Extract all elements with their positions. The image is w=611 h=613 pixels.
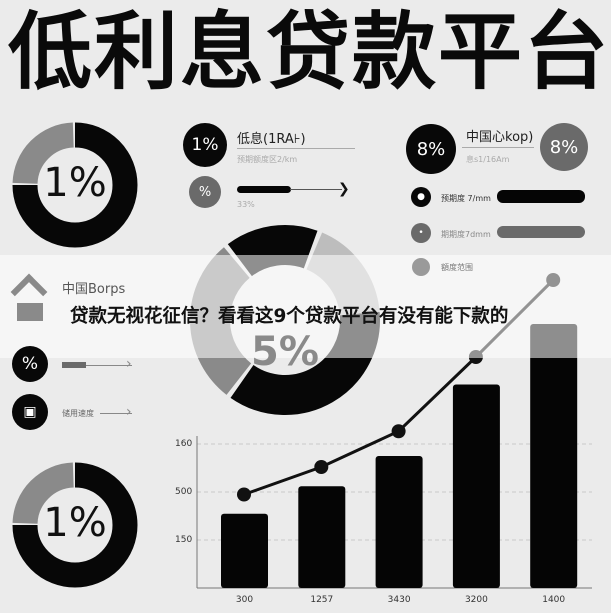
- percent-badge-left: %: [12, 346, 48, 382]
- row-text: 額度范围: [441, 263, 473, 272]
- rate-badge: 1%: [183, 123, 227, 167]
- clock-icon: ●: [411, 187, 431, 207]
- bar: [530, 324, 578, 588]
- donut-segment: [12, 122, 138, 248]
- rate-badge-gray: 8%: [540, 123, 588, 171]
- progress-bar: [237, 186, 291, 193]
- trend-point: [314, 460, 329, 474]
- bar: [452, 384, 500, 588]
- info-icon: •: [411, 223, 431, 243]
- y-tick-label: 500: [175, 487, 193, 497]
- region-label: 中国心kop): [466, 130, 534, 145]
- donut-segment: [12, 462, 75, 525]
- percent-badge: %: [189, 176, 221, 208]
- trend-point: [237, 487, 251, 502]
- bar: [375, 456, 423, 588]
- divider: [237, 148, 355, 149]
- monitor-icon: ▣: [12, 394, 48, 430]
- rate-sub: 预期额度区2/km: [237, 155, 298, 164]
- banner-headline[interactable]: 贷款无视花征信？看看这9个贷款平台有没有能下款的: [70, 306, 509, 327]
- arrow-line: [86, 365, 132, 366]
- x-tick-label: 300: [235, 595, 254, 605]
- y-tick-label: 150: [175, 535, 193, 545]
- arrow-icon: ❯: [338, 181, 350, 197]
- dot-icon: [412, 258, 430, 276]
- divider: [462, 147, 534, 148]
- left-label: 中国Borps: [62, 282, 126, 297]
- y-tick-label: 160: [175, 439, 193, 449]
- left-row-text: 储用速度: [62, 409, 94, 418]
- donut-segment: [12, 122, 75, 185]
- arrow-line: [100, 413, 132, 414]
- bar: [221, 513, 268, 588]
- mini-bar: [62, 362, 86, 368]
- x-tick-label: 3200: [464, 595, 488, 605]
- arrow-icon: ›: [126, 404, 132, 420]
- rate-badge-right: 8%: [406, 124, 456, 174]
- rate-label: 低息(1RA⊦): [237, 132, 306, 147]
- house-icon: [10, 273, 48, 323]
- progress-text: 33%: [237, 200, 255, 209]
- row-text: 预期度 7/mm: [441, 194, 491, 203]
- row-bar: [497, 226, 585, 238]
- donut-bottom-label: 1%: [43, 500, 107, 546]
- x-tick-label: 1257: [310, 595, 334, 605]
- bar: [298, 486, 346, 588]
- donut-center-label: 5%: [251, 329, 319, 375]
- page-title: 低利息贷款平台: [8, 3, 611, 101]
- trend-point: [391, 424, 406, 439]
- row-bar: [497, 190, 585, 203]
- arrow-icon: ›: [126, 356, 132, 372]
- row-text: 期期度7dmm: [441, 230, 491, 239]
- donut-top-label: 1%: [43, 160, 107, 206]
- x-tick-label: 1400: [542, 595, 566, 605]
- x-tick-label: 3430: [387, 595, 411, 605]
- arrow-line: [290, 189, 342, 190]
- donut-segment: [12, 462, 138, 588]
- region-sub: 息s1/16Am: [466, 155, 510, 164]
- banner-overlay: [0, 255, 611, 358]
